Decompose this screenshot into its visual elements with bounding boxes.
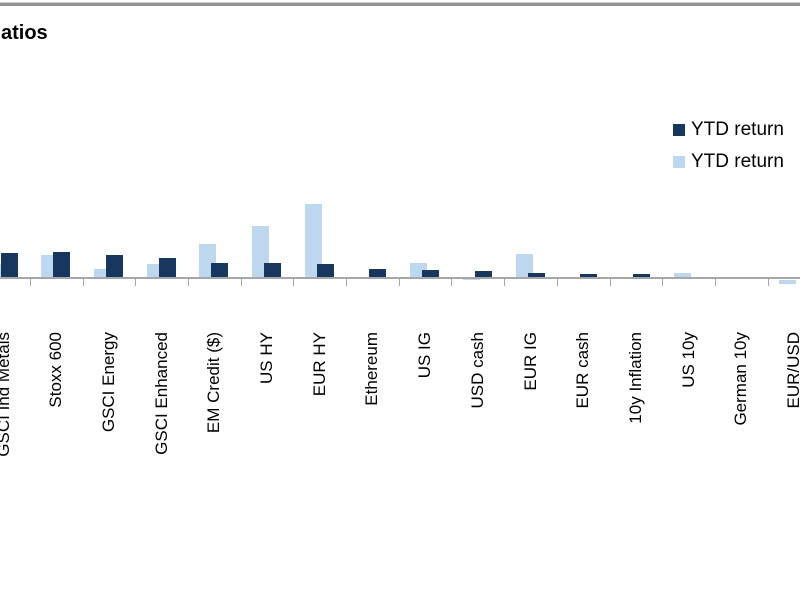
chart-title: atios [1,22,48,44]
x-axis-tick [451,279,453,286]
x-axis-label-eur-hy: EUR HY [309,332,329,397]
x-axis-line [0,277,800,279]
bar-ytd-return-dark-stoxx-600 [53,252,71,279]
x-axis-tick [662,279,664,286]
legend-label: YTD return [691,119,784,140]
x-axis-label-10y-inflation: 10y Inflation [625,332,645,424]
x-axis-tick [135,279,137,286]
x-axis-tick [240,279,242,286]
x-axis-label-us-10y: US 10y [678,332,698,388]
bar-ytd-return-light-gsci-energy [93,269,111,279]
x-axis-tick [293,279,295,286]
bar-ytd-return-light-eur-usd [779,279,796,284]
bar-ytd-return-light-us-10y [673,273,691,279]
x-axis-tick [767,279,769,286]
x-axis-label-stoxx-600: Stoxx 600 [46,332,66,408]
bar-ytd-return-dark-usd-cash [474,271,492,279]
bar-ytd-return-dark-gsci-energy [105,255,123,279]
x-axis-tick [346,279,348,286]
x-axis-tick [398,279,400,286]
x-axis-label-gsci-enhanced: GSCI Enhanced [151,332,171,455]
bar-ytd-return-dark-em-credit [211,263,229,279]
x-axis-tick [556,279,558,286]
bar-ytd-return-dark-gsci-enhanced [158,258,176,279]
x-axis-tick [504,279,506,286]
x-axis-tick [187,279,189,286]
top-border-line [0,3,800,6]
legend-swatch-dark [673,124,685,136]
x-axis-label-german-10y: German 10y [731,332,751,426]
legend-label: YTD return [691,151,784,172]
x-axis-label-eur-ig: EUR IG [520,332,540,391]
x-axis-tick [29,279,31,286]
legend-item-light: YTD return [673,150,784,174]
bar-ytd-return-dark-gsci-ind-metals [0,253,18,279]
legend-item-dark: YTD return [673,118,784,142]
legend-swatch-light [673,156,685,168]
x-axis-label-eur-cash: EUR cash [573,332,593,409]
x-axis-label-eur-usd: EUR/USD [784,332,800,409]
x-axis-label-gsci-ind-metals: GSCI Ind Metals [0,332,13,457]
bar-ytd-return-dark-eur-cash [580,274,598,279]
bar-ytd-return-dark-eur-ig [527,273,545,279]
bar-ytd-return-dark-us-ig [422,270,440,279]
x-axis-tick [714,279,716,286]
bar-ytd-return-dark-ethereum [369,269,387,279]
x-axis-label-em-credit: EM Credit ($) [204,332,224,434]
x-axis-label-usd-cash: USD cash [467,332,487,409]
bar-ytd-return-dark-us-hy [264,263,281,279]
x-axis-tick [609,279,611,286]
x-axis-tick [82,279,84,286]
x-axis-label-us-ig: US IG [415,332,435,379]
bar-ytd-return-dark-10y-inflation [632,274,650,279]
bar-ytd-return-dark-eur-hy [316,264,334,279]
x-axis-label-us-hy: US HY [257,332,276,384]
bar-ytd-return-light-eur-hy [304,204,322,279]
top-border-highlight [0,2,800,3]
x-axis-label-gsci-energy: GSCI Energy [98,332,118,433]
x-axis-label-ethereum: Ethereum [362,332,382,406]
bar-ytd-return-light-eur-ig [515,254,533,279]
